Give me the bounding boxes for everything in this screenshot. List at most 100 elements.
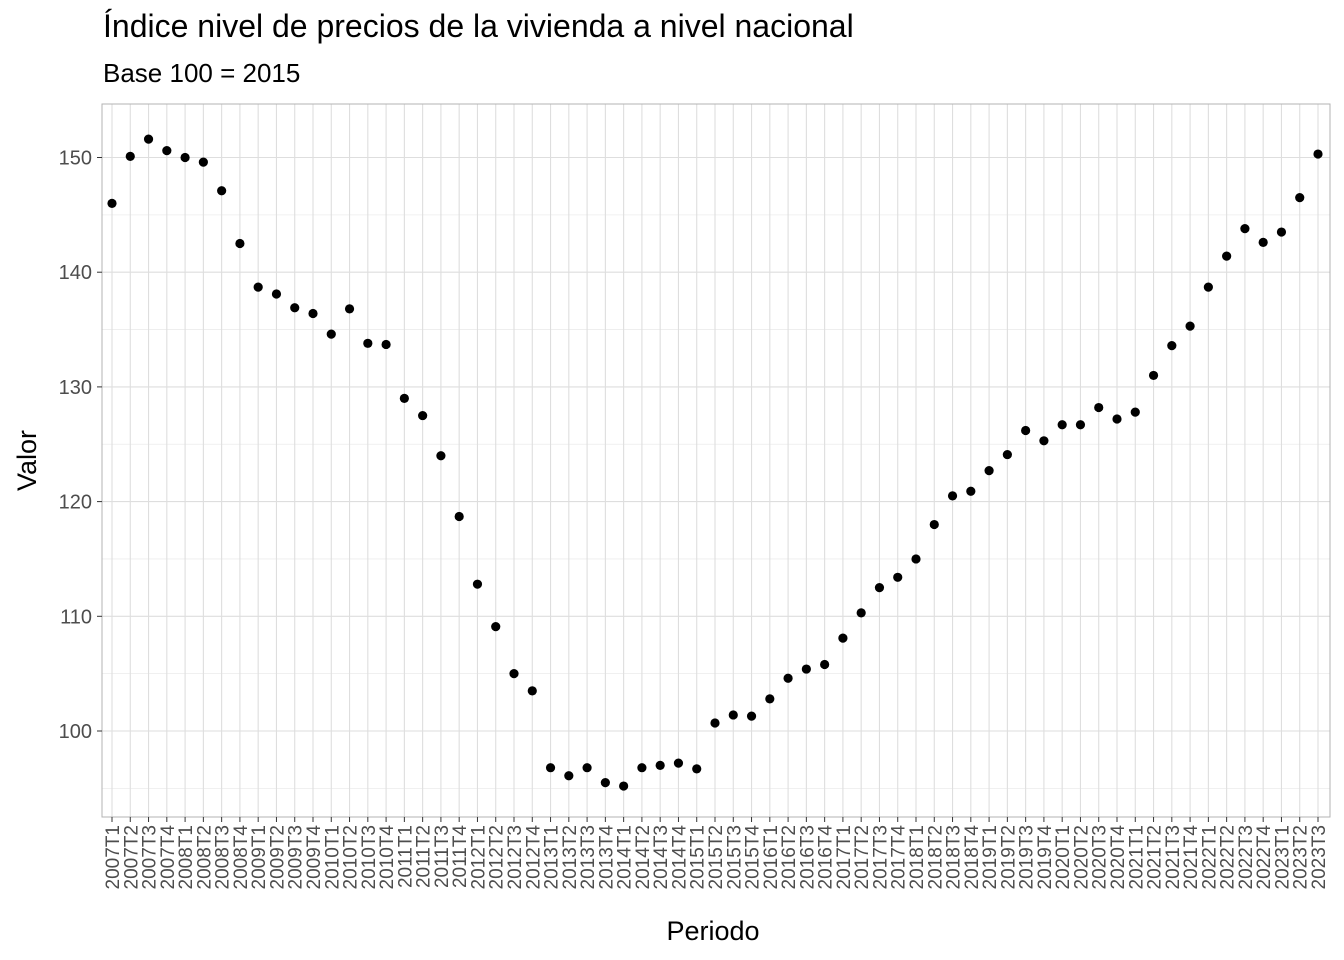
x-tick-label: 2011T4 bbox=[450, 825, 471, 888]
x-tick-label: 2009T2 bbox=[267, 825, 288, 889]
data-point bbox=[746, 711, 757, 721]
x-tick-label: 2007T4 bbox=[158, 825, 179, 890]
x-tick-label: 2017T1 bbox=[834, 825, 855, 889]
data-point bbox=[399, 393, 409, 403]
x-tick-label: 2010T1 bbox=[322, 825, 343, 889]
x-tick-label: 2007T2 bbox=[121, 825, 142, 889]
x-tick-label: 2013T4 bbox=[596, 825, 617, 890]
x-tick-label: 2011T3 bbox=[432, 825, 453, 888]
data-point bbox=[655, 760, 665, 771]
x-tick-label: 2020T4 bbox=[1108, 825, 1129, 890]
data-point bbox=[217, 186, 227, 196]
x-tick-label: 2011T1 bbox=[395, 825, 416, 888]
data-point bbox=[947, 491, 958, 501]
data-point bbox=[107, 198, 117, 208]
x-tick-label: 2021T4 bbox=[1181, 825, 1202, 890]
x-tick-label: 2023T2 bbox=[1291, 825, 1312, 889]
data-point bbox=[1057, 420, 1067, 430]
x-tick-label: 2017T2 bbox=[852, 825, 873, 889]
data-point bbox=[1258, 237, 1268, 247]
data-point bbox=[1222, 251, 1232, 261]
data-point bbox=[344, 304, 355, 314]
x-tick-label: 2013T1 bbox=[542, 825, 563, 889]
x-tick-label: 2015T4 bbox=[743, 825, 764, 890]
data-point bbox=[290, 303, 300, 313]
x-tick-label: 2010T4 bbox=[377, 825, 398, 890]
y-tick-label: 100 bbox=[59, 721, 92, 743]
x-axis-label: Periodo bbox=[666, 916, 759, 946]
data-point bbox=[619, 781, 629, 791]
data-points bbox=[107, 134, 1323, 791]
x-tick-label: 2008T3 bbox=[213, 825, 234, 889]
data-point bbox=[728, 710, 738, 720]
x-tick-label: 2017T3 bbox=[870, 825, 891, 889]
x-tick-label: 2018T2 bbox=[925, 825, 946, 889]
data-point bbox=[235, 238, 245, 249]
x-tick-label: 2018T3 bbox=[944, 825, 965, 889]
data-point bbox=[1295, 193, 1305, 203]
x-tick-label: 2010T3 bbox=[359, 825, 380, 889]
data-point bbox=[271, 289, 282, 299]
data-point bbox=[527, 686, 537, 696]
data-point bbox=[600, 778, 610, 788]
data-point bbox=[765, 694, 775, 704]
data-point bbox=[436, 451, 446, 461]
data-point bbox=[363, 338, 373, 348]
x-axis-ticks: 2007T12007T22007T32007T42008T12008T22008… bbox=[103, 817, 1330, 889]
data-point bbox=[491, 622, 501, 632]
data-point bbox=[1185, 321, 1195, 331]
x-tick-label: 2020T3 bbox=[1090, 825, 1111, 889]
x-tick-label: 2016T2 bbox=[779, 825, 800, 889]
data-point bbox=[326, 329, 336, 339]
data-point bbox=[783, 673, 793, 683]
x-tick-label: 2009T3 bbox=[286, 825, 307, 889]
y-tick-label: 150 bbox=[59, 148, 92, 170]
x-tick-label: 2014T1 bbox=[615, 825, 636, 889]
x-tick-label: 2014T4 bbox=[669, 825, 690, 890]
x-tick-label: 2010T2 bbox=[341, 825, 362, 889]
data-point bbox=[1240, 224, 1250, 234]
x-tick-label: 2018T4 bbox=[962, 825, 983, 890]
x-tick-label: 2020T2 bbox=[1071, 825, 1092, 889]
data-point bbox=[1002, 449, 1012, 460]
x-tick-label: 2018T1 bbox=[907, 825, 928, 889]
data-point bbox=[1075, 420, 1086, 430]
x-tick-label: 2008T4 bbox=[231, 825, 252, 890]
x-tick-label: 2020T1 bbox=[1053, 825, 1074, 889]
data-point bbox=[1094, 402, 1104, 413]
x-tick-label: 2016T4 bbox=[816, 825, 837, 890]
data-point bbox=[673, 758, 684, 768]
data-point bbox=[308, 308, 318, 319]
data-point bbox=[1313, 149, 1323, 159]
y-tick-label: 110 bbox=[60, 606, 92, 628]
data-point bbox=[929, 519, 939, 530]
y-tick-label: 120 bbox=[59, 492, 92, 514]
x-tick-label: 2009T1 bbox=[249, 825, 270, 889]
x-tick-label: 2022T3 bbox=[1236, 825, 1257, 889]
x-tick-label: 2022T4 bbox=[1254, 825, 1275, 890]
x-tick-label: 2022T1 bbox=[1199, 825, 1220, 889]
x-tick-label: 2013T3 bbox=[578, 825, 599, 889]
x-tick-label: 2007T1 bbox=[103, 825, 124, 889]
data-point bbox=[692, 764, 702, 774]
chart-title: Índice nivel de precios de la vivienda a… bbox=[103, 8, 854, 44]
data-point bbox=[838, 633, 848, 643]
x-tick-label: 2016T1 bbox=[761, 825, 782, 889]
data-point bbox=[984, 466, 994, 476]
y-axis-ticks: 100 110 120 130 140 150 bbox=[59, 148, 102, 743]
y-tick-label: 130 bbox=[59, 377, 92, 399]
data-point bbox=[710, 718, 720, 728]
data-point bbox=[820, 659, 830, 670]
data-point bbox=[856, 608, 866, 618]
x-tick-label: 2015T3 bbox=[724, 825, 745, 889]
x-tick-label: 2017T4 bbox=[889, 825, 910, 890]
data-point bbox=[1203, 282, 1213, 292]
chart-subtitle: Base 100 = 2015 bbox=[103, 58, 301, 88]
data-point bbox=[1276, 227, 1287, 237]
x-tick-label: 2011T2 bbox=[414, 825, 435, 888]
x-tick-label: 2019T4 bbox=[1035, 825, 1056, 890]
data-point bbox=[1167, 341, 1177, 351]
plot-panel-border bbox=[101, 103, 1331, 818]
x-tick-label: 2022T2 bbox=[1218, 825, 1239, 889]
